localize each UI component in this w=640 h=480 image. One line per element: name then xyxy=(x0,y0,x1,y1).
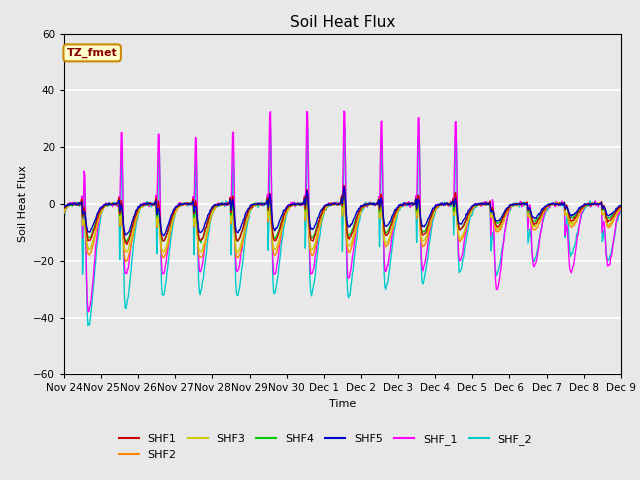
SHF4 xyxy=(60,205,68,211)
Line: SHF2: SHF2 xyxy=(64,196,621,262)
SHF_2 xyxy=(415,121,423,127)
SHF2 xyxy=(445,200,452,206)
SHF4 xyxy=(340,189,348,194)
SHF5 xyxy=(160,233,168,239)
Line: SHF1: SHF1 xyxy=(64,186,621,244)
SHF_2 xyxy=(617,208,625,214)
SHF5 xyxy=(568,213,575,219)
SHF5 xyxy=(340,184,348,190)
SHF3 xyxy=(301,194,308,200)
SHF_2 xyxy=(389,240,397,245)
SHF_1 xyxy=(85,309,93,315)
SHF2 xyxy=(122,259,130,264)
SHF4 xyxy=(182,201,190,206)
Line: SHF_2: SHF_2 xyxy=(64,124,621,325)
SHF_1 xyxy=(183,202,191,208)
Line: SHF5: SHF5 xyxy=(64,187,621,236)
SHF5 xyxy=(390,211,397,216)
SHF4 xyxy=(335,201,342,207)
SHF5 xyxy=(207,207,215,213)
SHF1 xyxy=(335,202,342,207)
SHF1 xyxy=(60,205,68,211)
SHF_2 xyxy=(84,323,92,328)
SHF4 xyxy=(207,209,215,215)
SHF4 xyxy=(568,215,575,221)
SHF1 xyxy=(617,204,625,210)
SHF3 xyxy=(335,201,343,207)
SHF3 xyxy=(390,220,397,226)
SHF_1 xyxy=(207,209,215,215)
SHF3 xyxy=(60,207,68,213)
Line: SHF_1: SHF_1 xyxy=(64,111,621,312)
SHF_1 xyxy=(445,202,452,207)
SHF3 xyxy=(568,221,575,227)
SHF2 xyxy=(338,193,346,199)
Line: SHF3: SHF3 xyxy=(64,197,621,252)
SHF_2 xyxy=(207,216,215,222)
SHF2 xyxy=(568,225,575,230)
SHF_2 xyxy=(445,202,452,208)
SHF1 xyxy=(390,215,397,220)
Line: SHF4: SHF4 xyxy=(64,192,621,242)
SHF2 xyxy=(390,222,397,228)
SHF3 xyxy=(182,202,190,207)
SHF3 xyxy=(206,215,214,220)
SHF4 xyxy=(390,213,397,218)
SHF2 xyxy=(617,205,625,211)
SHF2 xyxy=(335,202,342,208)
SHF3 xyxy=(234,250,241,255)
SHF_2 xyxy=(183,201,191,207)
SHF4 xyxy=(197,240,205,245)
SHF1 xyxy=(568,218,575,224)
SHF4 xyxy=(445,201,452,207)
SHF_1 xyxy=(568,270,575,276)
X-axis label: Time: Time xyxy=(329,399,356,409)
Text: TZ_fmet: TZ_fmet xyxy=(67,48,118,58)
SHF5 xyxy=(60,204,68,210)
SHF5 xyxy=(445,202,452,207)
SHF3 xyxy=(617,204,625,210)
SHF1 xyxy=(340,183,348,189)
SHF2 xyxy=(60,211,68,216)
SHF1 xyxy=(123,241,131,247)
SHF1 xyxy=(207,208,215,214)
SHF_2 xyxy=(568,251,575,256)
SHF_1 xyxy=(617,205,625,211)
SHF_2 xyxy=(335,201,342,206)
SHF_1 xyxy=(390,223,397,229)
Y-axis label: Soil Heat Flux: Soil Heat Flux xyxy=(17,166,28,242)
SHF1 xyxy=(183,200,191,206)
SHF5 xyxy=(617,203,625,209)
SHF1 xyxy=(445,203,452,208)
SHF5 xyxy=(183,201,191,206)
SHF2 xyxy=(183,203,191,208)
SHF_1 xyxy=(335,202,342,207)
SHF4 xyxy=(617,203,625,208)
SHF_2 xyxy=(60,215,68,221)
SHF_1 xyxy=(340,108,348,114)
SHF5 xyxy=(335,201,342,206)
SHF2 xyxy=(207,215,215,220)
SHF3 xyxy=(445,201,452,207)
Legend: SHF1, SHF2, SHF3, SHF4, SHF5, SHF_1, SHF_2: SHF1, SHF2, SHF3, SHF4, SHF5, SHF_1, SHF… xyxy=(114,430,537,464)
Title: Soil Heat Flux: Soil Heat Flux xyxy=(290,15,395,30)
SHF_1 xyxy=(60,208,68,214)
